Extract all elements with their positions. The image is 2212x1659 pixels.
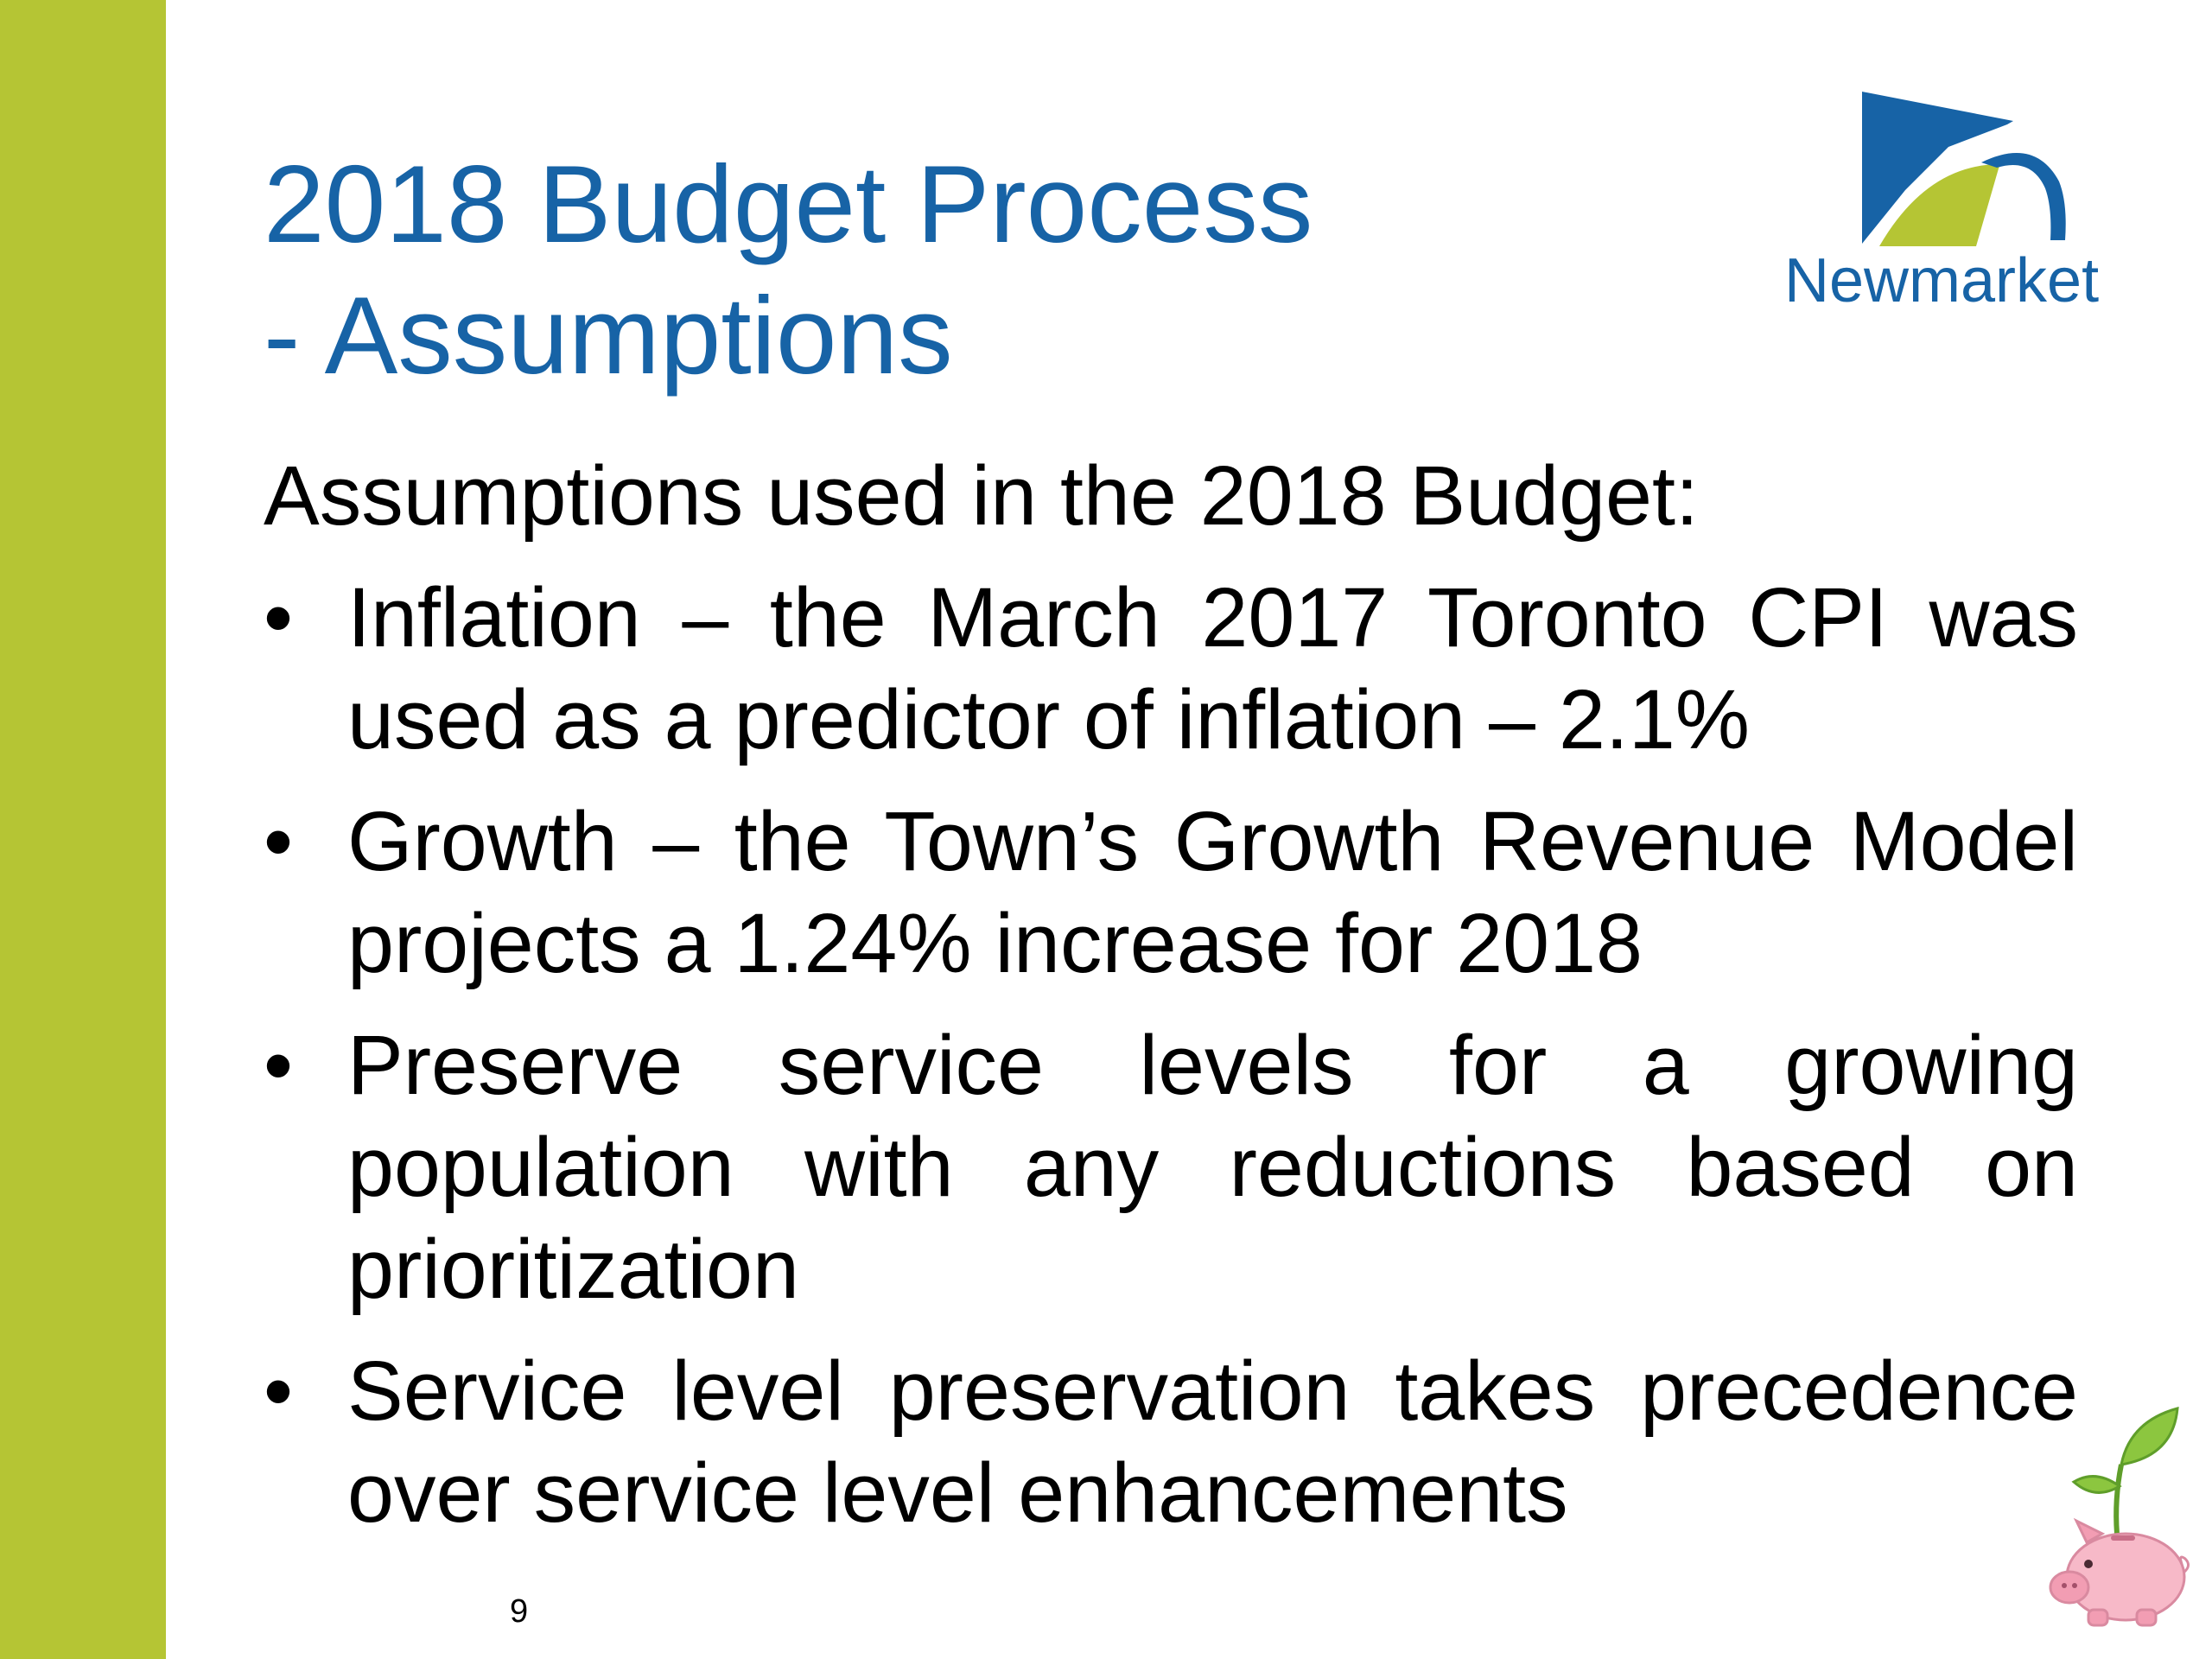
logo-wordmark: Newmarket bbox=[1784, 246, 2100, 315]
bullet-text: Inflation – the March 2017 Toronto CPI w… bbox=[347, 570, 2078, 766]
slide-title: 2018 Budget Process - Assumptions bbox=[264, 138, 1560, 401]
newmarket-logo-icon bbox=[1862, 92, 2066, 246]
newmarket-logo: Newmarket bbox=[1776, 86, 2139, 324]
intro-text: Assumptions used in the 2018 Budget: bbox=[264, 448, 1699, 543]
piggy-bank-sprout-icon bbox=[2049, 1406, 2190, 1627]
list-item: • Inflation – the March 2017 Toronto CPI… bbox=[264, 567, 2078, 771]
assumptions-list: • Inflation – the March 2017 Toronto CPI… bbox=[264, 567, 2078, 1544]
bullet-icon: • bbox=[264, 570, 293, 664]
bullet-text: Growth – the Town’s Growth Revenue Model… bbox=[347, 794, 2078, 990]
bullet-text: Preserve service levels for a growing po… bbox=[347, 1018, 2078, 1316]
title-line-1: 2018 Budget Process bbox=[264, 143, 1313, 265]
bullet-icon: • bbox=[264, 794, 293, 888]
accent-side-bar bbox=[0, 0, 166, 1659]
bullet-icon: • bbox=[264, 1344, 293, 1438]
bullet-text: Service level preservation takes precede… bbox=[347, 1344, 2078, 1540]
slide-body: Assumptions used in the 2018 Budget: • I… bbox=[264, 445, 2078, 1564]
bullet-icon: • bbox=[264, 1018, 293, 1112]
title-line-2: - Assumptions bbox=[264, 274, 953, 397]
list-item: • Growth – the Town’s Growth Revenue Mod… bbox=[264, 791, 2078, 995]
page-number: 9 bbox=[510, 1593, 529, 1630]
list-item: • Service level preservation takes prece… bbox=[264, 1340, 2078, 1544]
list-item: • Preserve service levels for a growing … bbox=[264, 1014, 2078, 1320]
